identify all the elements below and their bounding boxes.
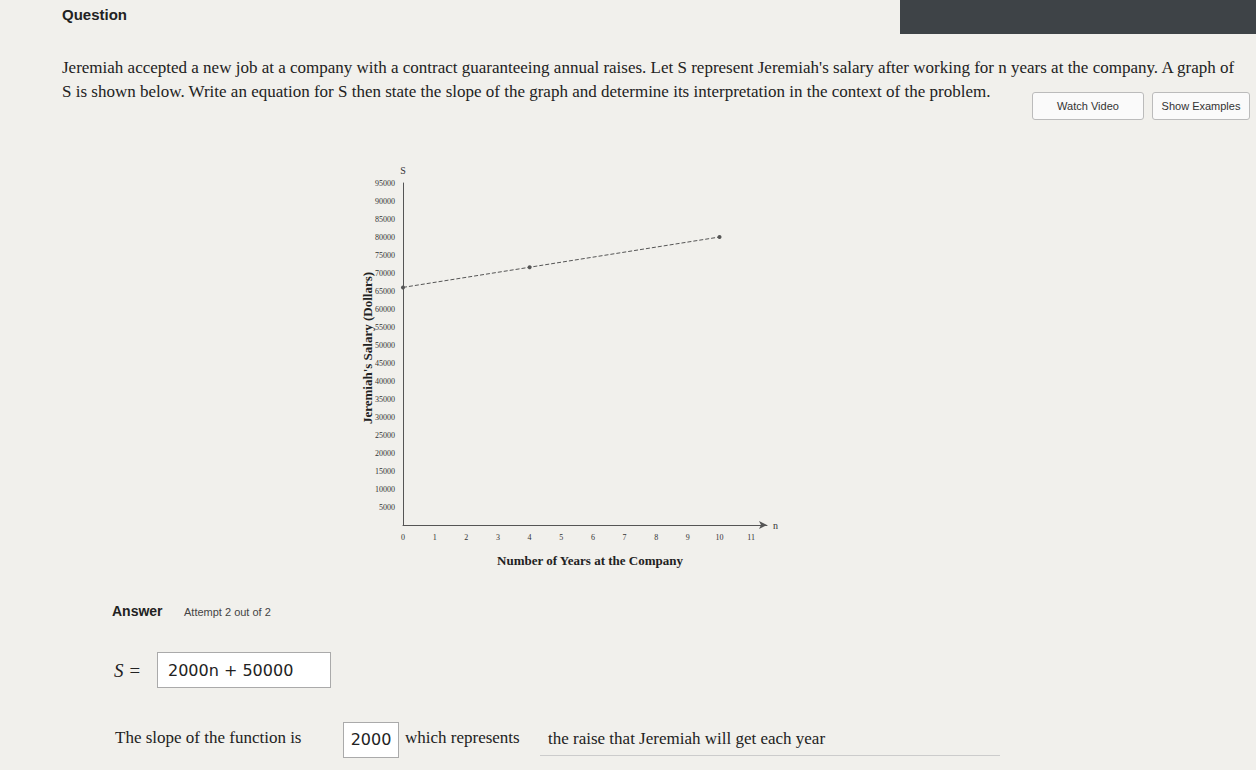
svg-text:45000: 45000 — [375, 359, 395, 368]
svg-text:80000: 80000 — [375, 233, 395, 242]
svg-text:0: 0 — [401, 533, 405, 542]
svg-text:5: 5 — [559, 533, 563, 542]
html-text:Number of Years at the Company: Number of Years at the Company — [497, 553, 683, 568]
html-text:2000: 2000 — [350, 730, 392, 749]
svg-text:1: 1 — [433, 533, 437, 542]
svg-text:40000: 40000 — [375, 377, 395, 386]
html-text:Show Examples: Show Examples — [1161, 100, 1241, 112]
html-text:2000n + 50000: 2000n + 50000 — [168, 661, 294, 680]
svg-text:11: 11 — [747, 533, 755, 542]
svg-text:35000: 35000 — [375, 395, 395, 404]
svg-text:n: n — [773, 520, 778, 531]
svg-text:15000: 15000 — [375, 467, 395, 476]
svg-text:30000: 30000 — [375, 413, 395, 422]
svg-text:2: 2 — [464, 533, 468, 542]
svg-text:10: 10 — [716, 533, 724, 542]
svg-text:50000: 50000 — [375, 341, 395, 350]
svg-text:20000: 20000 — [375, 449, 395, 458]
html-text:S =: S = — [114, 660, 142, 681]
svg-text:S: S — [400, 165, 406, 176]
svg-text:95000: 95000 — [375, 179, 395, 188]
html-text:Answer: Answer — [112, 603, 163, 619]
html-text:Jeremiah accepted a new job at: Jeremiah accepted a new job at a company… — [62, 58, 1235, 101]
svg-text:70000: 70000 — [375, 269, 395, 278]
svg-text:65000: 65000 — [375, 287, 395, 296]
html-text:Jeremiah's Salary (Dollars): Jeremiah's Salary (Dollars) — [360, 271, 375, 425]
html-text:the raise that Jeremiah will g: the raise that Jeremiah will get each ye… — [548, 729, 826, 748]
svg-text:85000: 85000 — [375, 215, 395, 224]
svg-text:7: 7 — [623, 533, 627, 542]
svg-text:25000: 25000 — [375, 431, 395, 440]
svg-text:4: 4 — [528, 533, 532, 542]
svg-text:8: 8 — [654, 533, 658, 542]
svg-text:6: 6 — [591, 533, 595, 542]
svg-text:60000: 60000 — [375, 305, 395, 314]
html-text:Watch Video: Watch Video — [1057, 100, 1119, 112]
svg-text:9: 9 — [686, 533, 690, 542]
svg-text:90000: 90000 — [375, 197, 395, 206]
html-text:which represents: which represents — [405, 728, 520, 747]
svg-text:5000: 5000 — [379, 503, 395, 512]
html-text:The slope of the function is: The slope of the function is — [115, 728, 302, 747]
svg-text:10000: 10000 — [375, 485, 395, 494]
html-text:Question: Question — [62, 6, 127, 23]
svg-text:55000: 55000 — [375, 323, 395, 332]
svg-text:3: 3 — [496, 533, 500, 542]
svg-text:75000: 75000 — [375, 251, 395, 260]
html-text:Attempt 2 out of 2: Attempt 2 out of 2 — [184, 606, 271, 618]
